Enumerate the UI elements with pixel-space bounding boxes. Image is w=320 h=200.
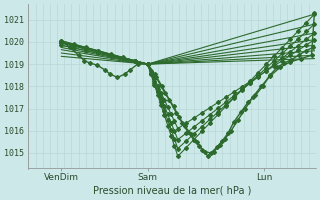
X-axis label: Pression niveau de la mer( hPa ): Pression niveau de la mer( hPa ) [93, 186, 251, 196]
